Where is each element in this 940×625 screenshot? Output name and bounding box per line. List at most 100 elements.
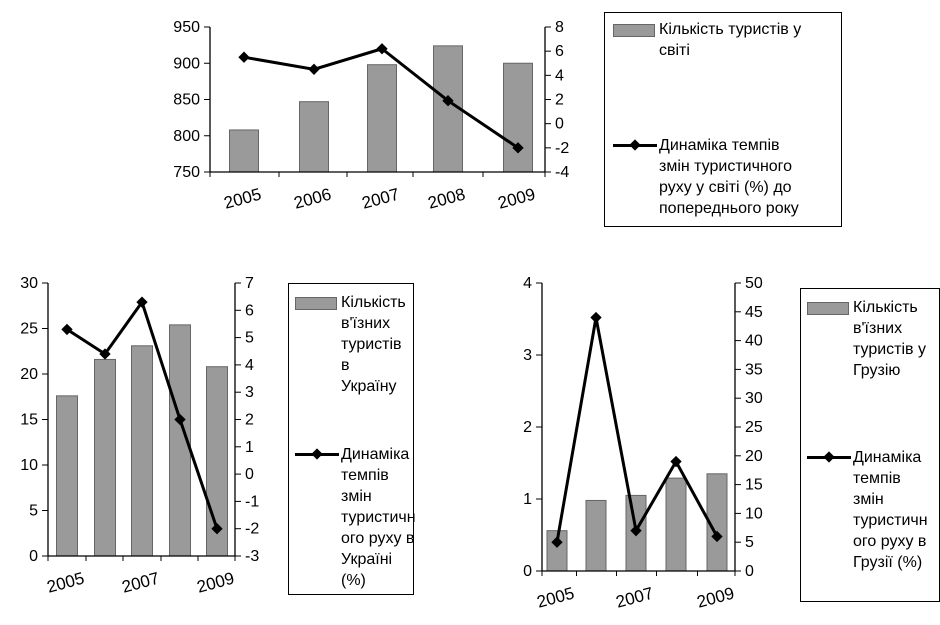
x-tick-label: 2007 — [120, 569, 161, 597]
x-tick-label: 2006 — [292, 185, 333, 213]
x-tick-label: 2005 — [45, 569, 86, 597]
legend-line-swatch — [807, 447, 851, 468]
x-tick-label: 2009 — [695, 584, 736, 612]
x-tick-label: 2009 — [496, 185, 537, 213]
line-point — [238, 51, 250, 63]
legend-entry: Динаміка темпів змін туристичн ого руху в Гру… — [807, 447, 937, 573]
legend-label: Динаміка темпів змін туристичного руху у с… — [659, 137, 799, 217]
left-tick-label: 750 — [173, 164, 200, 181]
x-tick-label: 2007 — [360, 185, 401, 213]
line-point — [512, 142, 524, 154]
line-point — [136, 296, 148, 308]
bar — [56, 395, 78, 557]
left-tick-label: 10 — [20, 457, 38, 474]
line-point — [711, 530, 723, 543]
right-tick-label: 40 — [745, 333, 763, 350]
legend-1: Кількість туристів у світі Динаміка темпів… — [604, 12, 842, 227]
right-tick-label: 0 — [745, 563, 754, 580]
legend-entry: Кількість туристів у світі — [613, 19, 838, 61]
left-tick-label: 850 — [173, 92, 200, 109]
legend-bar-swatch — [613, 24, 655, 37]
x-tick-label: 2005 — [535, 584, 576, 612]
line-point — [551, 536, 563, 548]
right-tick-label: 2 — [245, 412, 254, 429]
left-tick-label: 5 — [29, 503, 38, 520]
right-tick-label: 45 — [745, 304, 763, 321]
right-tick-label: 20 — [745, 448, 763, 465]
line-point — [590, 311, 602, 324]
bar — [94, 358, 116, 557]
right-tick-label: -3 — [245, 548, 259, 565]
legend-entry: Динаміка темпів змін туристичн ого руху в Укр… — [295, 444, 416, 591]
line-point — [376, 43, 388, 55]
line-point — [630, 525, 642, 537]
bar — [585, 499, 607, 572]
legend-label: Динаміка темпів змін туристичн ого руху в Укр… — [341, 446, 416, 589]
left-tick-label: 30 — [20, 275, 38, 292]
left-tick-label: 0 — [523, 563, 532, 580]
line-point — [670, 455, 682, 468]
right-tick-label: -2 — [245, 521, 259, 538]
chart-2: 0 5 10 15 20 25 30 -3 -2 -1 0 1 2 3 4 5 6 7 2005 2007 2009 — [20, 275, 259, 597]
right-tick-label: 3 — [245, 384, 254, 401]
legend-entry: Динаміка темпів змін туристичного руху у с… — [613, 135, 838, 219]
legend-label: Динаміка темпів змін туристичн ого руху в Гру… — [853, 449, 928, 571]
right-tick-label: 5 — [245, 330, 254, 347]
right-tick-label: 25 — [745, 419, 763, 436]
right-tick-label: 7 — [245, 275, 254, 292]
legend-label: Кількість в'їзних туристів в Україну — [341, 294, 406, 395]
right-tick-label: -1 — [245, 493, 259, 510]
bar — [665, 477, 687, 572]
right-tick-label: 35 — [745, 361, 763, 378]
legend-entry: Кількість в'їзних туристів в Україну — [295, 292, 410, 397]
x-tick-label: 2009 — [195, 569, 236, 597]
right-tick-label: 6 — [245, 302, 254, 319]
right-tick-label: -4 — [555, 164, 569, 181]
left-tick-label: 4 — [523, 275, 532, 292]
right-tick-label: 1 — [245, 439, 254, 456]
right-tick-label: -2 — [555, 140, 569, 157]
line-point — [174, 413, 186, 426]
line-point — [211, 523, 223, 535]
right-tick-label: 0 — [555, 116, 564, 133]
legend-3: Кількість в'їзних туристів у Грузію Динаміка… — [800, 288, 940, 602]
right-tick-label: 10 — [745, 505, 763, 522]
left-tick-label: 0 — [29, 548, 38, 565]
legend-label: Кількість в'їзних туристів у Грузію — [853, 299, 926, 379]
line-point — [308, 63, 320, 75]
left-tick-label: 900 — [173, 55, 200, 72]
legend-bar-swatch — [807, 302, 849, 315]
right-tick-label: 15 — [745, 477, 763, 494]
left-tick-label: 20 — [20, 366, 38, 383]
left-tick-label: 1 — [523, 491, 532, 508]
right-tick-label: 4 — [555, 67, 564, 84]
left-tick-label: 25 — [20, 321, 38, 338]
legend-line-swatch — [613, 135, 657, 156]
legend-2: Кількість в'їзних туристів в Україну Динамік… — [288, 283, 416, 595]
right-tick-label: 4 — [245, 357, 254, 374]
legend-bar-swatch — [295, 297, 337, 310]
left-tick-label: 15 — [20, 412, 38, 429]
right-tick-label: 6 — [555, 43, 564, 60]
bar — [299, 101, 329, 173]
legend-entry: Кількість в'їзних туристів у Грузію — [807, 297, 937, 381]
left-tick-label: 3 — [523, 347, 532, 364]
left-tick-label: 800 — [173, 128, 200, 145]
legend-label: Кількість туристів у світі — [659, 21, 802, 59]
right-tick-label: 5 — [745, 534, 754, 551]
left-tick-label: 950 — [173, 19, 200, 36]
bar — [503, 62, 533, 173]
left-tick-label: 2 — [523, 419, 532, 436]
chart-1: 750 800 850 900 950 -4 -2 0 2 4 6 8 2005 2006 2007 2008… — [173, 19, 569, 213]
bar — [367, 64, 397, 173]
x-tick-label: 2008 — [426, 185, 467, 213]
right-tick-label: 0 — [245, 466, 254, 483]
legend-line-swatch — [295, 444, 339, 465]
x-tick-label: 2005 — [222, 185, 263, 213]
x-tick-label: 2007 — [614, 584, 655, 612]
right-tick-label: 8 — [555, 19, 564, 36]
right-tick-label: 50 — [745, 275, 763, 292]
bar — [229, 129, 259, 173]
right-tick-label: 2 — [555, 92, 564, 109]
